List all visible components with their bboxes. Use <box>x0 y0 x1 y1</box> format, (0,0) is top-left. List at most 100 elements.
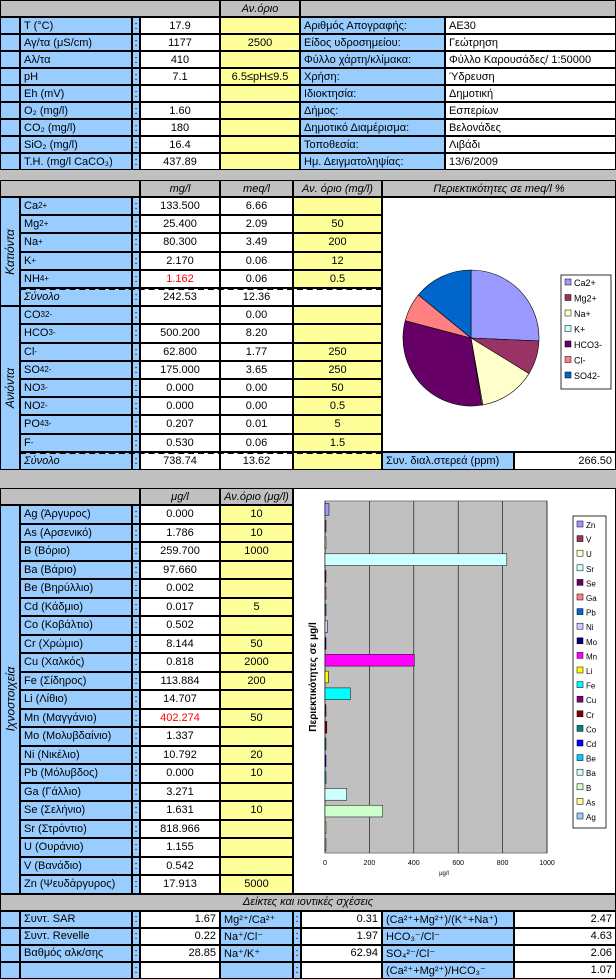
separator-cell: : <box>132 68 140 85</box>
anion-label: CO 3 2- <box>20 306 132 325</box>
separator-cell: : <box>132 153 140 170</box>
bar-legend-swatch <box>576 725 584 732</box>
separator-cell: : <box>132 306 140 325</box>
trace-element-value: 0.002 <box>140 579 220 598</box>
anion-limit <box>293 306 382 325</box>
separator-cell: : <box>132 764 140 783</box>
anion-label: SO 4 2- <box>20 360 132 379</box>
x-tick-label: 600 <box>452 860 464 867</box>
separator-cell: : <box>132 379 140 398</box>
anion-meql: 0.00 <box>220 397 293 416</box>
bar-legend-label: Ga <box>586 594 597 603</box>
bar-legend-label: Ag <box>586 813 596 822</box>
param-value: 17.9 <box>140 17 220 34</box>
anions-total-label: Σύνολο <box>20 451 132 470</box>
ratio-label: Mg²⁺/Ca²⁺ <box>220 910 293 928</box>
index-value: 0.22 <box>140 927 220 945</box>
trace-element-limit <box>220 838 293 857</box>
ratio-value <box>301 961 382 979</box>
separator-cell: : <box>132 856 140 875</box>
cation-limit: 12 <box>293 251 382 270</box>
cation-meql: 0.06 <box>220 269 293 288</box>
bar-legend-swatch <box>576 549 584 557</box>
separator-cell: : <box>132 102 140 119</box>
anion-mgl: 500.200 <box>140 324 220 343</box>
separator-cell: : <box>132 944 140 962</box>
separator-cell: : <box>132 597 140 616</box>
ion-symbol: HCO <box>24 327 49 340</box>
bar-v <box>324 520 327 533</box>
separator-cell: : <box>132 397 140 416</box>
trace-element-value: 1.155 <box>140 838 220 857</box>
separator-cell: : <box>132 251 140 270</box>
separator-cell: : <box>132 51 140 68</box>
index-label: Συντ. SAR <box>20 910 132 928</box>
pie-chart-panel: Ca2+ Mg2+ Na+ K+ HCO3- Cl- SO42- <box>382 197 616 452</box>
trace-element-label: Sr (Στρόντιο) <box>20 819 132 838</box>
ion-symbol: NO <box>24 382 41 395</box>
param-limit <box>220 153 300 170</box>
cation-label: Na + <box>20 233 132 252</box>
pie-legend-label: Na+ <box>574 309 591 319</box>
trace-element-value: 402.274 <box>140 708 220 727</box>
index-value <box>140 961 220 979</box>
pie-legend-swatch <box>564 356 572 363</box>
total-divider <box>20 451 382 454</box>
separator-cell: : <box>132 119 140 136</box>
trace-element-label: Cu (Χαλκός) <box>20 653 132 672</box>
separator-cell: : <box>132 324 140 343</box>
param-label: T.H. (mg/l CaCO₃) <box>20 153 132 170</box>
info-label: Τοποθεσία: <box>300 136 445 153</box>
anion-limit: 250 <box>293 360 382 379</box>
anion-label: F- <box>20 433 132 452</box>
x-tick-label: 1000 <box>539 860 555 867</box>
info-label: Δημοτικό Διαμέρισμα: <box>300 119 445 136</box>
anion-limit: 5 <box>293 415 382 434</box>
bar-legend-swatch <box>576 579 584 586</box>
anion-meql: 0.00 <box>220 306 293 325</box>
trace-element-limit: 10 <box>220 505 293 524</box>
anion-label: NO 3- <box>20 379 132 398</box>
ratio-value: 1.97 <box>301 927 382 945</box>
row-gutter <box>0 85 20 102</box>
anions-label: Ανιόντα <box>0 306 20 470</box>
trace-element-value: 97.660 <box>140 560 220 579</box>
trace-element-limit <box>220 782 293 801</box>
bar-legend-label: V <box>586 536 592 545</box>
index-value: 1.67 <box>140 910 220 928</box>
trace-element-value: 0.502 <box>140 616 220 635</box>
anion-limit: 1.5 <box>293 433 382 452</box>
row-gutter <box>0 119 20 136</box>
anion-label: NO 2- <box>20 397 132 416</box>
trace-header-spacer <box>0 488 140 505</box>
bar-legend-swatch <box>576 622 584 630</box>
indices-title: Δείκτες και ιοντικές σχέσεις <box>0 893 616 911</box>
trace-element-label: Ba (Βάριο) <box>20 560 132 579</box>
bar-cr <box>324 721 328 734</box>
trace-element-value: 0.000 <box>140 764 220 783</box>
trace-element-limit <box>220 727 293 746</box>
trace-element-limit: 200 <box>220 671 293 690</box>
separator-cell: : <box>132 634 140 653</box>
trace-element-label: Cr (Χρώμιο) <box>20 634 132 653</box>
anion-mgl <box>140 306 220 325</box>
trace-element-label: Be (Βηρύλλιο) <box>20 579 132 598</box>
cation-limit: 200 <box>293 233 382 252</box>
anion-limit <box>293 324 382 343</box>
separator-cell: : <box>132 85 140 102</box>
cation-label: Mg 2+ <box>20 215 132 234</box>
info-label: Είδος υδροσημείου: <box>300 34 445 51</box>
anion-mgl: 0.207 <box>140 415 220 434</box>
param-label: Eh (mV) <box>20 85 132 102</box>
separator-cell: : <box>132 451 140 470</box>
pie-slice-ca2+ <box>470 269 540 342</box>
trace-element-limit <box>220 616 293 635</box>
trace-element-limit: 5 <box>220 597 293 616</box>
separator-cell: : <box>132 961 140 979</box>
info-value: Εσπερίων <box>445 102 616 119</box>
bar-ni <box>324 620 328 633</box>
pie-legend <box>560 274 612 390</box>
cation-label: K + <box>20 251 132 270</box>
separator-cell: : <box>132 269 140 288</box>
param-label: SiO₂ (mg/l) <box>20 136 132 153</box>
